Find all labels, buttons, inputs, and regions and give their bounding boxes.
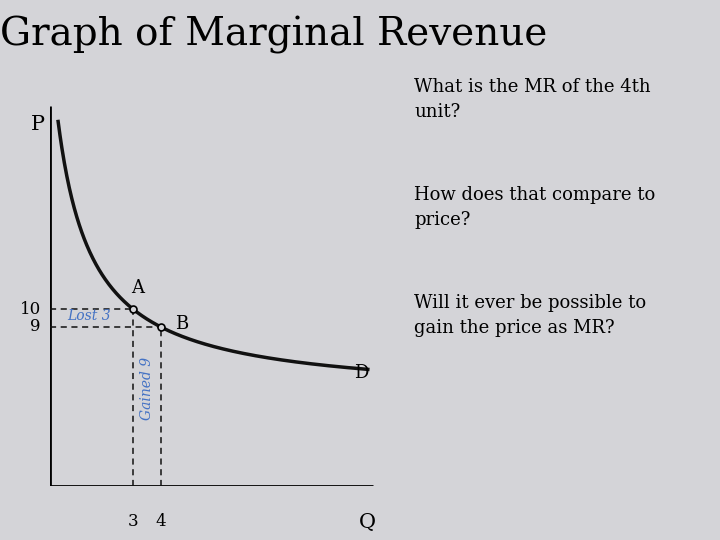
Text: D: D (354, 364, 369, 382)
Text: 10: 10 (19, 301, 41, 318)
Text: 3: 3 (128, 512, 138, 530)
Text: What is the MR of the 4th
unit?: What is the MR of the 4th unit? (414, 78, 651, 122)
Text: How does that compare to
price?: How does that compare to price? (414, 186, 655, 230)
Text: P: P (31, 115, 45, 134)
Text: 4: 4 (156, 512, 166, 530)
Text: 9: 9 (30, 319, 41, 335)
Text: B: B (175, 315, 188, 333)
Text: Q: Q (359, 512, 377, 531)
Text: Lost 3: Lost 3 (67, 309, 111, 323)
Text: A: A (131, 279, 144, 297)
Text: Will it ever be possible to
gain the price as MR?: Will it ever be possible to gain the pri… (414, 294, 646, 338)
Text: Graph of Marginal Revenue: Graph of Marginal Revenue (0, 16, 547, 54)
Text: Gained 9: Gained 9 (140, 357, 154, 420)
